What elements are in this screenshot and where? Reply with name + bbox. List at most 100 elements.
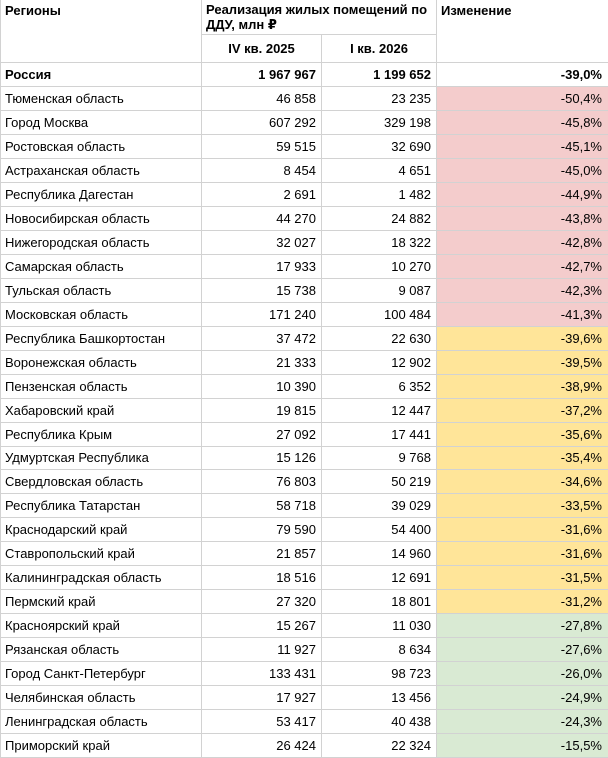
cell-q1-2026-value: 54 400 xyxy=(322,518,437,542)
table-row: Самарская область 17 933 10 270 -42,7% xyxy=(1,254,608,279)
cell-change-pct: -44,9% xyxy=(437,182,608,206)
table-row: Тульская область 15 738 9 087 -42,3% xyxy=(1,278,608,303)
cell-q4-2025-value: 15 738 xyxy=(202,278,322,302)
cell-q4-2025-value: 46 858 xyxy=(202,86,322,110)
cell-change-pct: -31,6% xyxy=(437,542,608,566)
cell-q1-2026-value: 40 438 xyxy=(322,710,437,734)
cell-q4-2025-value: 79 590 xyxy=(202,518,322,542)
cell-change-pct: -45,0% xyxy=(437,158,608,182)
cell-region: Калининградская область xyxy=(1,566,202,590)
table-row: Свердловская область 76 803 50 219 -34,6… xyxy=(1,470,608,495)
table-row: Город Санкт-Петербург 133 431 98 723 -26… xyxy=(1,662,608,687)
cell-change-pct: -43,8% xyxy=(437,206,608,230)
cell-change-pct: -15,5% xyxy=(437,734,608,758)
cell-region: Пермский край xyxy=(1,590,202,614)
cell-change-pct: -39,5% xyxy=(437,350,608,374)
cell-q4-2025-value: 1 967 967 xyxy=(202,63,322,86)
cell-region: Россия xyxy=(1,63,202,86)
cell-change-pct: -24,9% xyxy=(437,686,608,710)
cell-q1-2026-value: 24 882 xyxy=(322,206,437,230)
cell-region: Нижегородская область xyxy=(1,230,202,254)
table-row: Московская область 171 240 100 484 -41,3… xyxy=(1,302,608,327)
table-row: Ленинградская область 53 417 40 438 -24,… xyxy=(1,710,608,735)
cell-change-pct: -35,4% xyxy=(437,446,608,470)
table-row: Республика Татарстан 58 718 39 029 -33,5… xyxy=(1,494,608,519)
cell-q4-2025-value: 76 803 xyxy=(202,470,322,494)
header-quarter-row: IV кв. 2025 I кв. 2026 xyxy=(202,35,436,62)
table-row: Пермский край 27 320 18 801 -31,2% xyxy=(1,590,608,615)
cell-q1-2026-value: 9 768 xyxy=(322,446,437,470)
cell-region: Тюменская область xyxy=(1,86,202,110)
cell-q1-2026-value: 13 456 xyxy=(322,686,437,710)
cell-region: Самарская область xyxy=(1,254,202,278)
cell-q4-2025-value: 15 267 xyxy=(202,614,322,638)
cell-region: Московская область xyxy=(1,302,202,326)
cell-region: Пензенская область xyxy=(1,374,202,398)
cell-region: Красноярский край xyxy=(1,614,202,638)
table-header: Регионы Реализация жилых помещений по ДД… xyxy=(1,0,608,63)
header-col-q4-2025: IV кв. 2025 xyxy=(202,35,322,62)
cell-q4-2025-value: 21 333 xyxy=(202,350,322,374)
cell-q1-2026-value: 4 651 xyxy=(322,158,437,182)
table-body: Россия 1 967 967 1 199 652 -39,0% Тюменс… xyxy=(1,63,608,758)
cell-q4-2025-value: 11 927 xyxy=(202,638,322,662)
table-row: Россия 1 967 967 1 199 652 -39,0% xyxy=(1,63,608,87)
cell-q4-2025-value: 607 292 xyxy=(202,110,322,134)
cell-q1-2026-value: 8 634 xyxy=(322,638,437,662)
cell-change-pct: -45,1% xyxy=(437,134,608,158)
cell-change-pct: -39,0% xyxy=(437,63,608,86)
cell-region: Челябинская область xyxy=(1,686,202,710)
cell-change-pct: -31,2% xyxy=(437,590,608,614)
cell-q1-2026-value: 12 691 xyxy=(322,566,437,590)
cell-q1-2026-value: 100 484 xyxy=(322,302,437,326)
cell-q1-2026-value: 6 352 xyxy=(322,374,437,398)
cell-change-pct: -50,4% xyxy=(437,86,608,110)
cell-q1-2026-value: 18 801 xyxy=(322,590,437,614)
cell-change-pct: -39,6% xyxy=(437,326,608,350)
cell-region: Ставропольский край xyxy=(1,542,202,566)
cell-q4-2025-value: 32 027 xyxy=(202,230,322,254)
cell-change-pct: -27,6% xyxy=(437,638,608,662)
cell-region: Свердловская область xyxy=(1,470,202,494)
cell-region: Тульская область xyxy=(1,278,202,302)
table-row: Краснодарский край 79 590 54 400 -31,6% xyxy=(1,518,608,543)
header-regions: Регионы xyxy=(1,0,202,62)
cell-q4-2025-value: 59 515 xyxy=(202,134,322,158)
table-row: Воронежская область 21 333 12 902 -39,5% xyxy=(1,350,608,375)
cell-region: Ростовская область xyxy=(1,134,202,158)
cell-q4-2025-value: 37 472 xyxy=(202,326,322,350)
cell-q1-2026-value: 10 270 xyxy=(322,254,437,278)
cell-change-pct: -42,7% xyxy=(437,254,608,278)
cell-q1-2026-value: 11 030 xyxy=(322,614,437,638)
table-row: Приморский край 26 424 22 324 -15,5% xyxy=(1,734,608,758)
cell-q4-2025-value: 17 927 xyxy=(202,686,322,710)
cell-q1-2026-value: 32 690 xyxy=(322,134,437,158)
table-row: Тюменская область 46 858 23 235 -50,4% xyxy=(1,86,608,111)
table-row: Нижегородская область 32 027 18 322 -42,… xyxy=(1,230,608,255)
cell-change-pct: -26,0% xyxy=(437,662,608,686)
cell-q1-2026-value: 12 902 xyxy=(322,350,437,374)
cell-region: Республика Крым xyxy=(1,422,202,446)
table-row: Рязанская область 11 927 8 634 -27,6% xyxy=(1,638,608,663)
cell-q1-2026-value: 39 029 xyxy=(322,494,437,518)
cell-change-pct: -35,6% xyxy=(437,422,608,446)
cell-change-pct: -45,8% xyxy=(437,110,608,134)
header-group-title: Реализация жилых помещений по ДДУ, млн ₽ xyxy=(202,0,436,35)
cell-change-pct: -33,5% xyxy=(437,494,608,518)
table-row: Республика Дагестан 2 691 1 482 -44,9% xyxy=(1,182,608,207)
cell-change-pct: -31,5% xyxy=(437,566,608,590)
header-values-group: Реализация жилых помещений по ДДУ, млн ₽… xyxy=(202,0,437,62)
cell-region: Республика Татарстан xyxy=(1,494,202,518)
cell-region: Республика Башкортостан xyxy=(1,326,202,350)
cell-change-pct: -42,8% xyxy=(437,230,608,254)
cell-q4-2025-value: 10 390 xyxy=(202,374,322,398)
cell-region: Рязанская область xyxy=(1,638,202,662)
cell-q4-2025-value: 17 933 xyxy=(202,254,322,278)
cell-change-pct: -41,3% xyxy=(437,302,608,326)
cell-region: Удмуртская Республика xyxy=(1,446,202,470)
cell-region: Ленинградская область xyxy=(1,710,202,734)
table-row: Удмуртская Республика 15 126 9 768 -35,4… xyxy=(1,446,608,471)
cell-change-pct: -38,9% xyxy=(437,374,608,398)
table-row: Республика Башкортостан 37 472 22 630 -3… xyxy=(1,326,608,351)
cell-q1-2026-value: 1 482 xyxy=(322,182,437,206)
